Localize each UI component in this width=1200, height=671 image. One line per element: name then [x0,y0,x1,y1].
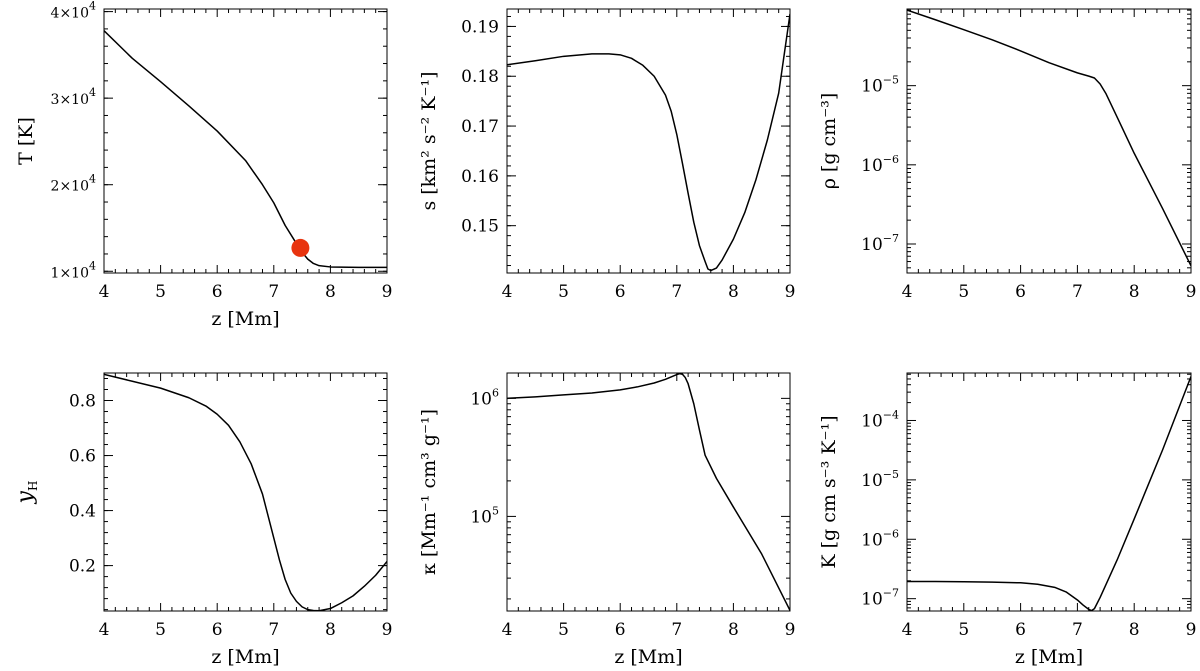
y-tick-label: 10−4 [861,408,899,431]
x-tick-label: 8 [325,282,336,302]
x-tick-label: 9 [382,620,393,640]
x-tick-label: 5 [958,620,969,640]
y-tick-label: 105 [470,504,499,527]
plot-frame [506,8,791,274]
x-tick-label: 5 [958,282,969,302]
highlight-marker [291,238,310,257]
x-tick-label: 4 [99,620,110,640]
panel-yH: 4 5 6 7 8 9 0.2 0.4 0.6 0.8 z [Mm] yH [13,372,393,668]
x-axis-label: z [Mm] [211,646,279,668]
y-tick-label: 0.2 [69,557,96,577]
y-tick-label: 10−7 [861,587,899,610]
data-line [507,373,790,611]
y-axis-label: yH [13,481,40,505]
x-axis-label: z [Mm] [614,646,682,668]
y-tick-label: 0.15 [461,217,499,237]
y-tick-label: 0.4 [69,502,96,522]
x-tick-label: 8 [1129,620,1140,640]
data-line [907,9,1191,267]
x-tick-label: 8 [728,282,739,302]
panel-K: 4 5 6 7 8 9 10−7 10−6 10−5 10−4 z [Mm] K [g cm s⁻³ … [818,372,1197,668]
x-tick-label: 6 [1015,620,1026,640]
plot-frame [906,372,1192,612]
x-axis-label: z [Mm] [1015,646,1083,668]
x-tick-label: 5 [558,282,569,302]
x-tick-label: 7 [671,620,682,640]
y-tick-label: 4×104 [51,0,96,22]
x-tick-label: 7 [671,282,682,302]
x-tick-label: 7 [268,620,279,640]
y-tick-label: 0.19 [461,17,499,37]
x-tick-label: 7 [268,282,279,302]
x-tick-label: 9 [785,282,796,302]
x-tick-label: 6 [212,282,223,302]
data-line [104,30,387,269]
panel-kappa: 4 5 6 7 8 9 105 106 z [Mm] κ [Mm⁻¹ cm³ g⁻¹] [418,372,796,668]
y-tick-label: 0.6 [69,447,96,467]
y-tick-label: 10−6 [861,153,899,176]
plot-frame [103,372,388,612]
x-axis-label: z [Mm] [211,308,279,330]
x-tick-label: 9 [785,620,796,640]
y-tick-label: 10−6 [861,527,899,550]
data-line [507,13,790,272]
y-tick-label: 0.16 [461,167,499,187]
y-tick-label: 3×104 [51,86,96,108]
y-axis-label: ρ [g cm⁻³] [818,93,840,190]
x-tick-label: 7 [1072,282,1083,302]
y-tick-label: 10−5 [861,468,899,491]
data-line [104,373,387,611]
x-tick-label: 4 [902,282,913,302]
x-tick-label: 5 [558,620,569,640]
y-tick-label: 0.8 [69,392,96,412]
y-tick-label: 1×104 [51,259,96,281]
x-tick-label: 4 [902,620,913,640]
y-tick-label: 0.18 [461,67,499,87]
x-tick-label: 9 [1186,282,1197,302]
plot-frame [103,8,388,274]
panel-T: 4 5 6 7 8 9 1×104 2×104 3×104 4×104 z [Mm] T [K] [15,0,392,330]
y-tick-label: 10−7 [861,232,899,255]
x-tick-label: 6 [212,620,223,640]
x-tick-label: 5 [155,282,166,302]
y-tick-label: 0.17 [461,117,499,137]
x-tick-label: 6 [615,620,626,640]
x-tick-label: 8 [325,620,336,640]
data-line [907,376,1191,611]
y-axis-label: κ [Mm⁻¹ cm³ g⁻¹] [418,409,440,575]
x-tick-label: 8 [1129,282,1140,302]
x-tick-label: 9 [382,282,393,302]
x-tick-label: 6 [615,282,626,302]
x-tick-label: 4 [99,282,110,302]
y-axis-label: T [K] [15,117,37,165]
y-axis-label: s [km² s⁻² K⁻¹] [418,71,440,210]
x-tick-label: 4 [502,282,513,302]
x-tick-label: 9 [1186,620,1197,640]
y-tick-label: 106 [470,386,499,409]
x-tick-label: 8 [728,620,739,640]
x-tick-label: 6 [1015,282,1026,302]
panel-rho: 4 5 6 7 8 9 10−7 10−6 10−5 ρ [g cm⁻³] [818,8,1197,302]
panel-s: 4 5 6 7 8 9 0.15 0.16 0.17 0.18 0.19 s [km² s⁻² K⁻¹… [418,8,796,302]
y-axis-label: K [g cm s⁻³ K⁻¹] [818,415,840,568]
x-tick-label: 5 [155,620,166,640]
x-tick-label: 4 [502,620,513,640]
plot-frame [906,8,1192,274]
y-tick-label: 2×104 [51,173,96,195]
x-tick-label: 7 [1072,620,1083,640]
y-tick-label: 10−5 [861,74,899,97]
plot-frame [506,372,791,612]
